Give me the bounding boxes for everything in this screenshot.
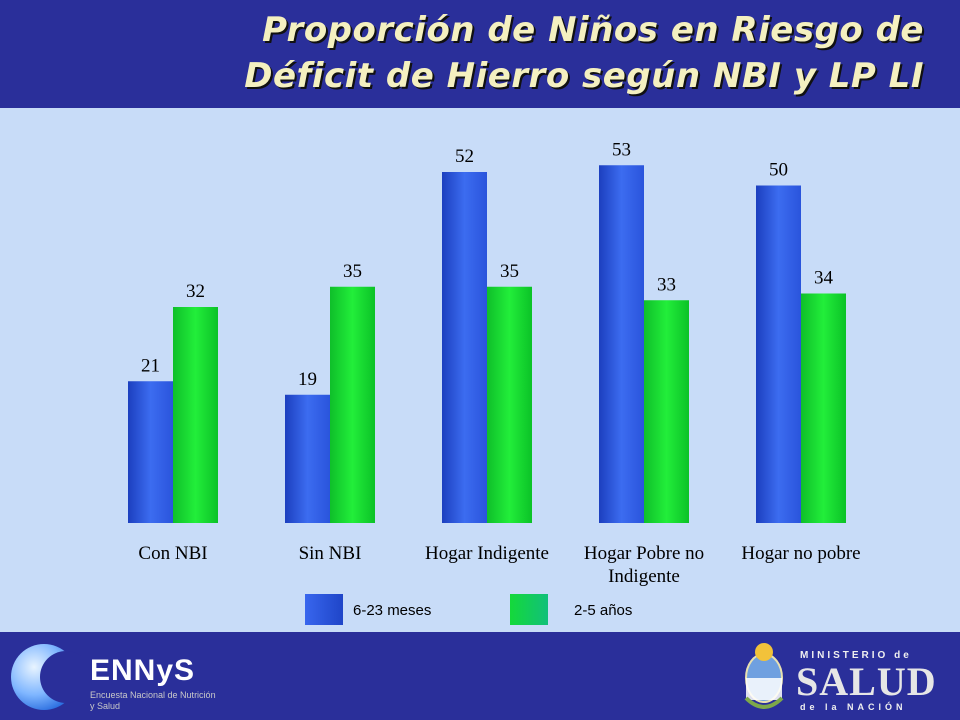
ennys-name: ENNyS (90, 654, 196, 687)
chart-area: 21 32 Con NBI 19 35 Sin NBI 52 35 Hogar Indigent… (0, 108, 960, 632)
legend-label-1: 6-23 meses (353, 602, 431, 619)
ministry-bottom-text: de la NACIÓN (800, 702, 907, 712)
bar-chart: 21 32 Con NBI 19 35 Sin NBI 52 35 Hogar Indigent… (128, 139, 861, 625)
bar-series1-cat2 (285, 394, 330, 523)
data-label-series1-cat5: 50 (769, 160, 788, 181)
legend-label-2: 2-5 años (574, 602, 632, 619)
category-label-1: Con NBI (138, 543, 207, 564)
data-label-series2-cat1: 32 (186, 281, 205, 302)
category-label-3: Hogar Indigente (425, 543, 549, 564)
data-label-series2-cat3: 35 (500, 261, 519, 282)
category-label-2: Sin NBI (299, 543, 362, 564)
data-label-series1-cat3: 52 (455, 146, 474, 167)
ennys-logo: ENNyS Encuesta Nacional de Nutrición y S… (8, 640, 228, 714)
ministry-logo: MINISTERIO de SALUD de la NACIÓN (736, 636, 946, 718)
bar-series2-cat4 (644, 300, 689, 523)
data-label-series1-cat4: 53 (612, 139, 631, 160)
category-label-4: Hogar Pobre no (584, 543, 704, 564)
data-label-series1-cat1: 21 (141, 355, 160, 376)
footer-bar: ENNyS Encuesta Nacional de Nutrición y S… (0, 632, 960, 720)
data-label-series1-cat2: 19 (298, 369, 317, 390)
bar-series2-cat1 (173, 307, 218, 523)
legend-swatch-2 (510, 594, 548, 625)
header-bar: Proporción de Niños en Riesgo de Déficit… (0, 0, 960, 108)
bar-series1-cat3 (442, 172, 487, 523)
data-label-series2-cat5: 34 (814, 268, 834, 289)
category-label-5: Hogar no pobre (741, 543, 860, 564)
data-label-series2-cat4: 33 (657, 274, 676, 295)
coat-of-arms-icon (744, 643, 784, 709)
bar-series1-cat5 (756, 185, 801, 523)
bar-series2-cat3 (487, 286, 532, 523)
chart-title-line-1: Proporción de Niños en Riesgo de (262, 10, 924, 50)
ennys-subtitle: Encuesta Nacional de Nutrición y Salud (90, 690, 216, 711)
bar-series1-cat1 (128, 381, 173, 523)
legend-swatch-1 (305, 594, 343, 625)
ministry-main-text: SALUD (796, 659, 937, 704)
data-label-series2-cat2: 35 (343, 261, 362, 282)
bar-series1-cat4 (599, 165, 644, 523)
chart-title-line-2: Déficit de Hierro según NBI y LP LI (244, 56, 924, 96)
ministry-top-text: MINISTERIO de (800, 650, 912, 661)
bar-series2-cat2 (330, 286, 375, 523)
category-label-4: Indigente (608, 566, 680, 587)
bar-series2-cat5 (801, 293, 846, 523)
ennys-moon-icon (11, 644, 82, 710)
